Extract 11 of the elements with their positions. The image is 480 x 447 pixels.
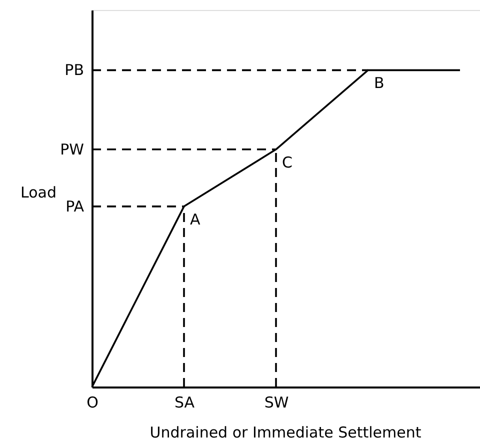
annotation: A [190, 210, 201, 228]
x-tick-label: SA [174, 394, 196, 412]
x-tick-label: O [86, 394, 98, 412]
x-tick-label: SW [264, 394, 289, 412]
x-axis-title: Undrained or Immediate Settlement [150, 424, 422, 442]
annotation: B [374, 74, 384, 92]
annotation: PW [60, 140, 84, 158]
annotation: PA [66, 197, 85, 216]
annotation: C [282, 153, 292, 172]
annotation: PB [64, 61, 84, 80]
y-axis-title: Load [20, 184, 56, 202]
